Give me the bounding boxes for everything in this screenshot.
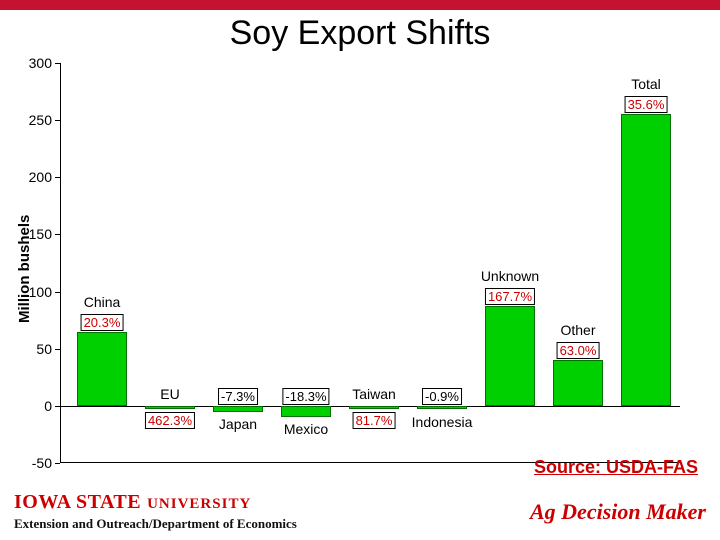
- bar-indonesia: [417, 406, 467, 409]
- y-tick-label: 250: [20, 112, 52, 128]
- bar-other: [553, 360, 603, 406]
- category-label-below: Japan: [219, 416, 257, 432]
- category-label: Other: [560, 322, 595, 338]
- bar-japan: [213, 406, 263, 412]
- y-tick-mark: [55, 120, 60, 121]
- y-tick-label: 50: [20, 341, 52, 357]
- category-label: Unknown: [481, 268, 539, 284]
- y-tick-mark: [55, 234, 60, 235]
- y-tick-mark: [55, 292, 60, 293]
- bar-eu: [145, 406, 195, 409]
- bar-unknown: [485, 306, 535, 405]
- source-label: Source: USDA-FAS: [534, 457, 698, 478]
- y-tick-mark: [55, 177, 60, 178]
- isu-iowa-state: IOWA STATE: [14, 491, 141, 514]
- y-tick-label: 0: [20, 398, 52, 414]
- bar-taiwan: [349, 406, 399, 409]
- pct-label: 20.3%: [81, 314, 124, 331]
- pct-label: 35.6%: [625, 96, 668, 113]
- footer-left: IOWA STATE UNIVERSITY Extension and Outr…: [14, 491, 297, 532]
- bar-chart: -50050100150200250300Million bushelsChin…: [60, 55, 700, 457]
- chart-area: -50050100150200250300Million bushelsChin…: [0, 55, 720, 457]
- slide: Soy Export Shifts -50050100150200250300M…: [0, 0, 720, 540]
- category-label: China: [84, 294, 121, 310]
- category-label: Taiwan: [352, 386, 396, 402]
- y-tick-label: 200: [20, 169, 52, 185]
- adm-rest: Decision Maker: [561, 499, 706, 524]
- category-label: EU: [160, 386, 179, 402]
- y-tick-mark: [55, 63, 60, 64]
- category-label-below: Mexico: [284, 421, 328, 437]
- department-label: Extension and Outreach/Department of Eco…: [14, 516, 297, 532]
- isu-logo-text: IOWA STATE UNIVERSITY: [14, 491, 297, 514]
- pct-label: 63.0%: [557, 342, 600, 359]
- top-accent-bar: [0, 0, 720, 10]
- pct-label: -18.3%: [282, 388, 329, 405]
- y-tick-mark: [55, 349, 60, 350]
- bar-mexico: [281, 406, 331, 417]
- y-tick-label: 300: [20, 55, 52, 71]
- category-label: Total: [631, 76, 661, 92]
- bar-total: [621, 114, 671, 405]
- pct-label: 81.7%: [353, 412, 396, 429]
- pct-label: -7.3%: [218, 388, 258, 405]
- ag-decision-maker: Ag Decision Maker: [530, 499, 706, 525]
- isu-university: UNIVERSITY: [147, 496, 251, 513]
- category-label-below: Indonesia: [412, 414, 473, 430]
- footer: IOWA STATE UNIVERSITY Extension and Outr…: [0, 485, 720, 540]
- adm-ag: Ag: [530, 499, 556, 524]
- slide-title: Soy Export Shifts: [0, 10, 720, 55]
- pct-label: 167.7%: [485, 288, 535, 305]
- pct-label: -0.9%: [422, 388, 462, 405]
- y-axis-label: Million bushels: [16, 215, 33, 323]
- bar-china: [77, 332, 127, 406]
- pct-label: 462.3%: [145, 412, 195, 429]
